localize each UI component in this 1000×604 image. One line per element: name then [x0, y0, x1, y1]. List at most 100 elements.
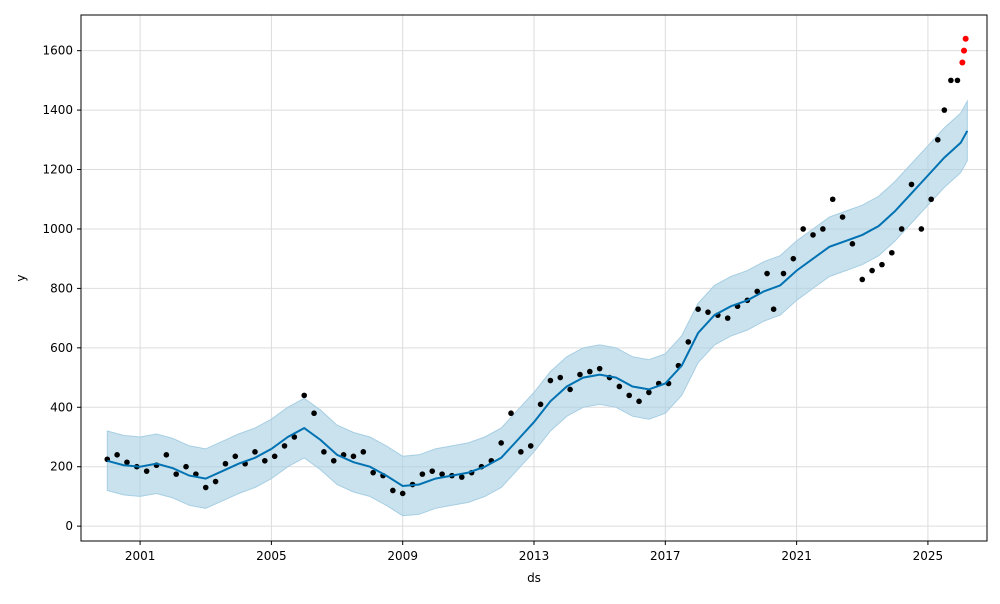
observed-point [537, 401, 544, 408]
y-tick-label: 200 [50, 460, 73, 474]
observed-point [271, 453, 278, 460]
observed-point [163, 452, 170, 458]
x-tick-label: 2021 [781, 549, 812, 563]
observed-point [222, 460, 229, 467]
observed-point [173, 471, 179, 477]
x-tick-label: 2005 [256, 549, 287, 563]
observed-point [810, 232, 816, 238]
outlier-point [962, 35, 969, 42]
observed-point [291, 434, 298, 440]
observed-point [616, 383, 623, 390]
observed-point [183, 463, 189, 470]
observed-point [948, 77, 954, 84]
observed-point [800, 226, 806, 232]
observed-point [849, 241, 856, 247]
x-tick-label: 2025 [913, 549, 944, 563]
outlier-points [959, 35, 969, 66]
observed-point [908, 181, 915, 188]
observed-point [770, 306, 777, 313]
observed-point [626, 392, 632, 399]
observed-point [557, 374, 564, 381]
observed-point [202, 484, 209, 491]
observed-point [754, 288, 761, 295]
x-axis-ticks: 2001 2005 2009 2013 2017 2021 2025 [125, 541, 943, 563]
observed-point [301, 392, 308, 399]
observed-point [330, 457, 337, 464]
observed-point [262, 457, 268, 464]
observed-point [934, 137, 941, 143]
observed-point [439, 471, 445, 477]
observed-point [928, 196, 934, 203]
observed-point [879, 261, 885, 268]
outlier-point [961, 47, 968, 54]
observed-point [790, 255, 797, 262]
observed-point [685, 339, 692, 345]
forecast-line [107, 130, 969, 488]
observed-point [212, 478, 219, 485]
observed-point [829, 196, 836, 203]
y-tick-label: 1200 [42, 163, 73, 177]
observed-point [143, 468, 150, 474]
x-tick-label: 2017 [650, 549, 681, 563]
observed-point [124, 459, 130, 466]
x-tick-label: 2001 [125, 549, 156, 563]
observed-point [898, 226, 905, 232]
observed-point [114, 452, 120, 458]
observed-point [321, 449, 327, 455]
outlier-point [959, 59, 966, 66]
observed-point [399, 490, 406, 497]
y-tick-label: 600 [50, 341, 73, 355]
observed-point [252, 449, 258, 455]
observed-point [646, 389, 652, 396]
observed-point [429, 468, 436, 474]
observed-point [419, 471, 426, 477]
x-tick-label: 2009 [387, 549, 418, 563]
observed-point [764, 270, 770, 277]
observed-point [705, 309, 711, 315]
observed-point [567, 386, 573, 393]
observed-point [508, 410, 514, 417]
observed-point [360, 449, 367, 455]
observed-point [636, 398, 642, 405]
y-tick-label: 400 [50, 400, 73, 414]
y-tick-label: 1600 [42, 44, 73, 58]
observed-point [724, 315, 731, 321]
x-tick-label: 2013 [519, 549, 550, 563]
y-tick-label: 0 [65, 519, 73, 533]
observed-point [941, 107, 948, 113]
observed-point [839, 214, 846, 220]
uncertainty-band-area [106, 99, 968, 517]
observed-point [518, 449, 524, 455]
observed-point [547, 377, 554, 384]
x-axis-label: ds [527, 571, 541, 585]
observed-points [104, 77, 961, 497]
observed-point [577, 371, 583, 378]
forecast-line-group [107, 130, 969, 488]
observed-point [281, 443, 288, 449]
observed-point [232, 453, 239, 460]
observed-point [527, 443, 534, 449]
observed-point [390, 487, 396, 494]
y-axis-label: y [14, 274, 28, 281]
observed-point [370, 469, 376, 476]
y-tick-label: 800 [50, 281, 73, 295]
observed-point [587, 368, 593, 375]
observed-point [780, 270, 787, 277]
y-tick-label: 1000 [42, 222, 73, 236]
observed-point [918, 226, 925, 232]
observed-point [889, 249, 895, 256]
observed-point [596, 365, 603, 372]
observed-point [859, 276, 866, 283]
observed-point [695, 306, 701, 313]
observed-point [458, 474, 465, 480]
y-axis-ticks: 0 200 400 600 800 1000 1200 1400 1600 [42, 44, 81, 533]
observed-point [954, 77, 961, 84]
observed-point [869, 267, 875, 274]
y-tick-label: 1400 [42, 103, 73, 117]
observed-point [498, 440, 504, 446]
observed-point [820, 226, 826, 232]
uncertainty-band [106, 99, 968, 517]
observed-point [311, 410, 317, 417]
